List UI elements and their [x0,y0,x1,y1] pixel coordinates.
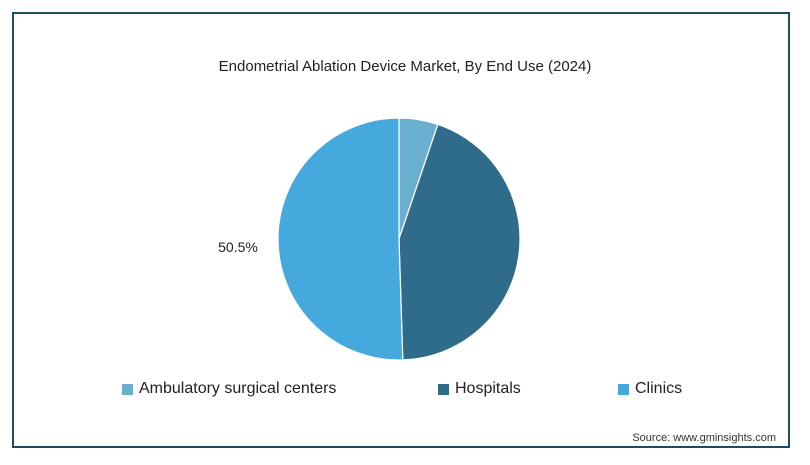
legend: Ambulatory surgical centers Hospitals Cl… [0,380,810,404]
pie-slice-hospitals [398,123,521,361]
legend-swatch-clinics [618,383,629,395]
data-label-clinics: 50.5% [218,239,258,255]
legend-swatch-ambulatory [122,383,133,395]
legend-item-clinics: Clinics [618,380,682,398]
legend-label-ambulatory: Ambulatory surgical centers [139,380,337,397]
legend-swatch-hospitals [438,383,449,395]
source-note: Source: www.gminsights.com [632,432,776,444]
pie-slice-clinics [277,117,404,361]
legend-item-hospitals: Hospitals [438,380,521,398]
legend-item-ambulatory: Ambulatory surgical centers [122,380,336,398]
chart-title: Endometrial Ablation Device Market, By E… [218,58,592,75]
legend-label-hospitals: Hospitals [455,380,521,397]
legend-label-clinics: Clinics [635,380,683,397]
